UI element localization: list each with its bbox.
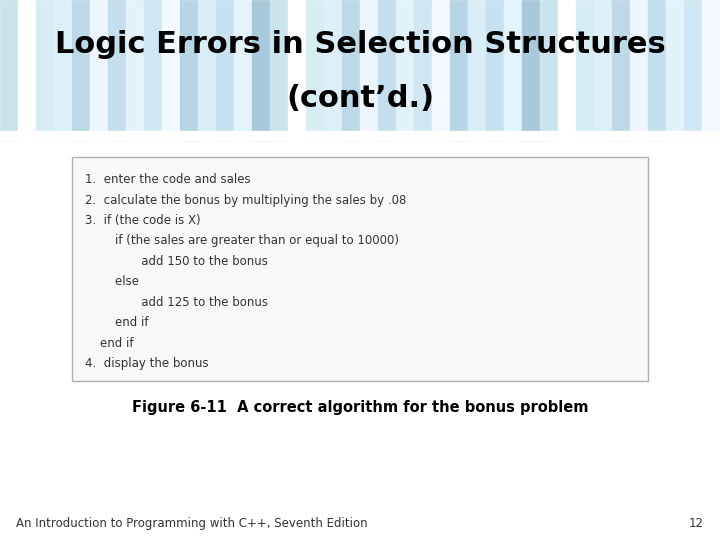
Bar xyxy=(90,0,108,140)
Text: Figure 6-11  A correct algorithm for the bonus problem: Figure 6-11 A correct algorithm for the … xyxy=(132,400,588,415)
Text: else: else xyxy=(85,275,139,288)
Bar xyxy=(126,0,144,140)
Bar xyxy=(342,0,360,140)
Bar xyxy=(648,0,666,140)
Bar xyxy=(198,0,216,140)
Bar xyxy=(306,0,324,140)
Bar xyxy=(144,0,162,140)
Bar xyxy=(558,0,576,140)
Bar xyxy=(270,0,288,140)
Text: 3.  if (the code is X): 3. if (the code is X) xyxy=(85,214,201,227)
Bar xyxy=(666,0,684,140)
Bar xyxy=(234,0,252,140)
Bar xyxy=(468,0,486,140)
Bar xyxy=(630,0,648,140)
Bar xyxy=(72,0,90,140)
Text: if (the sales are greater than or equal to 10000): if (the sales are greater than or equal … xyxy=(85,234,399,247)
Bar xyxy=(36,0,54,140)
Text: 2.  calculate the bonus by multiplying the sales by .08: 2. calculate the bonus by multiplying th… xyxy=(85,194,406,207)
Bar xyxy=(378,0,396,140)
Bar xyxy=(432,0,450,140)
Bar xyxy=(612,0,630,140)
Bar xyxy=(0,0,18,140)
Bar xyxy=(396,0,414,140)
Bar xyxy=(414,0,432,140)
Bar xyxy=(576,0,594,140)
Bar xyxy=(522,0,540,140)
Bar xyxy=(54,0,72,140)
Bar xyxy=(594,0,612,140)
Bar xyxy=(252,0,270,140)
Bar xyxy=(288,0,306,140)
Bar xyxy=(18,0,36,140)
Bar xyxy=(684,0,702,140)
Text: 4.  display the bonus: 4. display the bonus xyxy=(85,357,209,370)
Bar xyxy=(540,0,558,140)
Text: (cont’d.): (cont’d.) xyxy=(286,84,434,113)
Bar xyxy=(450,0,468,140)
Bar xyxy=(360,0,378,140)
Text: An Introduction to Programming with C++, Seventh Edition: An Introduction to Programming with C++,… xyxy=(16,517,367,530)
Bar xyxy=(180,0,198,140)
Bar xyxy=(702,0,720,140)
Bar xyxy=(324,0,342,140)
FancyBboxPatch shape xyxy=(72,157,648,381)
Text: Logic Errors in Selection Structures: Logic Errors in Selection Structures xyxy=(55,30,665,59)
Bar xyxy=(0,0,720,140)
Text: end if: end if xyxy=(85,316,148,329)
Text: 1.  enter the code and sales: 1. enter the code and sales xyxy=(85,173,251,186)
Bar xyxy=(108,0,126,140)
Bar xyxy=(486,0,504,140)
Bar xyxy=(0,131,720,140)
Bar xyxy=(216,0,234,140)
Text: end if: end if xyxy=(85,336,133,349)
Text: add 125 to the bonus: add 125 to the bonus xyxy=(85,296,268,309)
Bar xyxy=(504,0,522,140)
Bar xyxy=(162,0,180,140)
Text: add 150 to the bonus: add 150 to the bonus xyxy=(85,255,268,268)
Text: 12: 12 xyxy=(689,517,704,530)
